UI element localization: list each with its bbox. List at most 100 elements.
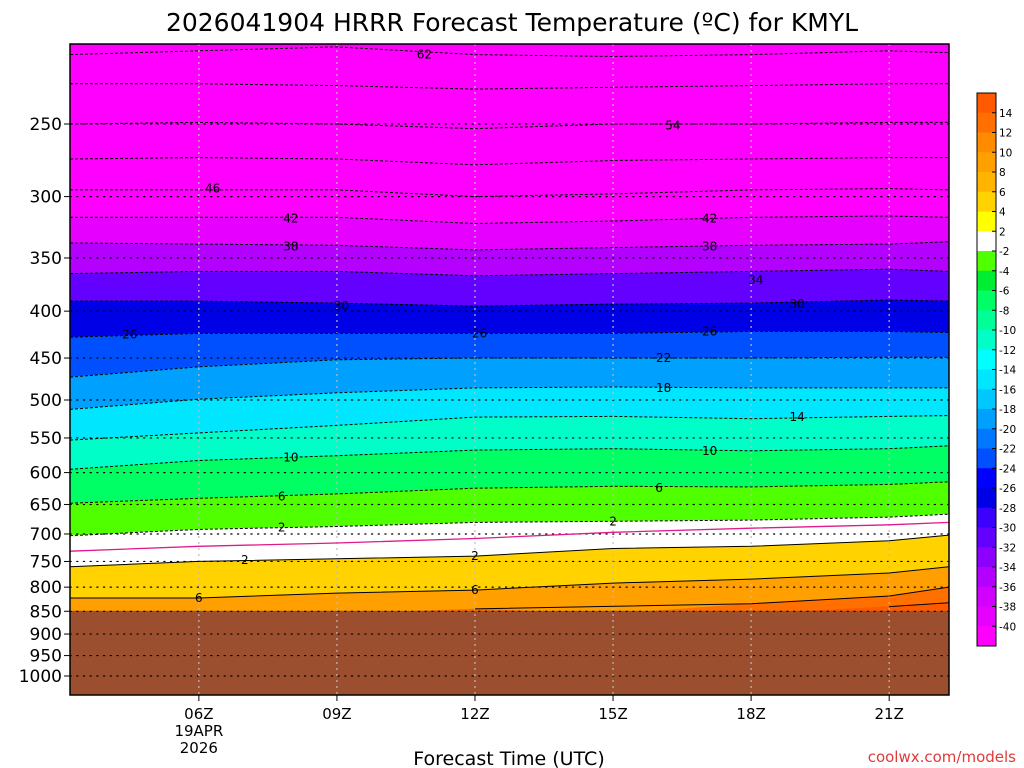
colorbar-tick-label: -34 <box>999 562 1016 574</box>
colorbar-swatch <box>977 112 996 133</box>
colorbar-tick-label: 12 <box>999 128 1012 140</box>
isotherm-line <box>70 356 949 378</box>
contour-label: 2 <box>241 553 249 567</box>
colorbar-swatch <box>977 349 996 370</box>
contour-label: 18 <box>656 381 671 395</box>
y-axis-pressure: 250 300 350 400 450 500 550 600 650 700 750 800 850 9… <box>19 115 70 687</box>
ground-area <box>70 610 949 695</box>
isotherm-line <box>70 534 949 568</box>
contour-label: 34 <box>748 273 763 287</box>
colorbar-tick-label: -26 <box>999 483 1016 495</box>
isotherm-line <box>70 46 949 58</box>
colorbar-swatch <box>977 567 996 588</box>
x-tick-label: 15Z <box>598 705 627 723</box>
contour-label: 30 <box>789 297 804 311</box>
isotherm-line <box>474 586 949 610</box>
contour-label: 38 <box>702 239 717 253</box>
colorbar-tick-label: -8 <box>999 305 1009 317</box>
colorbar-tick-label: -28 <box>999 503 1016 515</box>
isotherm-line <box>70 121 949 130</box>
isotherm-line <box>70 188 949 198</box>
contour-label: 6 <box>278 489 286 503</box>
credit-text: coolwx.com/models <box>868 748 1016 766</box>
y-tick-label: 500 <box>30 391 62 411</box>
y-tick-label: 700 <box>30 525 62 545</box>
y-tick-label: 400 <box>30 302 62 322</box>
colorbar-swatch <box>977 310 996 331</box>
colorbar-swatch <box>977 231 996 252</box>
ground-fill <box>70 610 949 695</box>
contour-label: 38 <box>283 239 298 253</box>
isotherm-line <box>70 415 949 441</box>
contour-label: 46 <box>205 182 220 196</box>
isotherm-line <box>70 521 949 552</box>
colorbar-tick-label: -36 <box>999 582 1016 594</box>
colorbar-tick-label: 14 <box>999 108 1013 120</box>
colorbar-swatch <box>977 191 996 212</box>
colorbar-tick-label: -2 <box>999 246 1009 258</box>
contour-label: 42 <box>702 212 717 226</box>
colorbar-tick-label: -22 <box>999 444 1016 456</box>
x-tick-label: 18Z <box>736 705 765 723</box>
contour-label: 26 <box>472 326 487 340</box>
colorbar-swatch <box>977 290 996 311</box>
colorbar-tick-label: -10 <box>999 325 1016 337</box>
isotherm-line <box>70 215 949 225</box>
isotherm-line <box>70 445 949 470</box>
isotherm-line <box>70 513 949 537</box>
x-tick-date-label: 19APR <box>174 722 223 740</box>
colorbar-swatch <box>977 369 996 390</box>
isotherm-line <box>70 299 949 307</box>
y-tick-label: 750 <box>30 552 62 572</box>
y-tick-label: 550 <box>30 429 62 449</box>
grid-lines <box>70 44 949 695</box>
colorbar-tick-label: 8 <box>999 167 1006 179</box>
contour-label: 2 <box>609 514 617 528</box>
colorbar-swatch <box>977 428 996 449</box>
y-tick-label: 950 <box>30 647 62 667</box>
colorbar-swatch <box>977 468 996 489</box>
colorbar-swatch <box>977 606 996 627</box>
colorbar-tick-label: -18 <box>999 404 1016 416</box>
contour-label: 10 <box>702 444 717 458</box>
chart-title: 2026041904 HRRR Forecast Temperature (ºC… <box>166 8 858 37</box>
y-tick-label: 650 <box>30 495 62 515</box>
isotherm-line <box>70 83 949 90</box>
colorbar-tick-label: -38 <box>999 602 1016 614</box>
contour-label: 14 <box>789 410 804 424</box>
colorbar-swatch <box>977 586 996 607</box>
x-tick-label: 12Z <box>460 705 489 723</box>
y-tick-label: 800 <box>30 578 62 598</box>
y-tick-label: 300 <box>30 188 62 208</box>
temperature-fill-bands <box>70 44 949 695</box>
colorbar-tick-label: -14 <box>999 365 1016 377</box>
colorbar-swatch <box>977 152 996 173</box>
isotherm-line <box>70 157 949 166</box>
colorbar-tick-label: -20 <box>999 424 1016 436</box>
colorbar-swatch <box>977 488 996 509</box>
colorbar-swatch <box>977 626 996 647</box>
colorbar-swatch <box>977 527 996 548</box>
colorbar-swatch <box>977 132 996 153</box>
colorbar-tick-label: -6 <box>999 286 1010 298</box>
x-tick-label: 09Z <box>322 705 351 723</box>
colorbar-tick-label: -32 <box>999 542 1016 554</box>
y-tick-label: 900 <box>30 625 62 645</box>
contour-label: 26 <box>122 327 137 341</box>
colorbar-tick-label: 10 <box>999 147 1012 159</box>
colorbar-swatch <box>977 330 996 351</box>
colorbar-swatch <box>977 409 996 430</box>
contour-label: 22 <box>656 351 671 365</box>
colorbar-swatch <box>977 507 996 528</box>
y-tick-label: 450 <box>30 349 62 369</box>
colorbar-tick-label: -40 <box>999 621 1016 633</box>
colorbar-swatch <box>977 211 996 232</box>
colorbar-tick-label: -16 <box>999 384 1016 396</box>
contour-label: 6 <box>195 591 203 605</box>
x-tick-label: 21Z <box>874 705 903 723</box>
contour-label: 2 <box>471 549 479 563</box>
colorbar-tick-label: 6 <box>999 187 1006 199</box>
isotherm-line <box>70 386 949 410</box>
colorbar-tick-label: -4 <box>999 266 1010 278</box>
